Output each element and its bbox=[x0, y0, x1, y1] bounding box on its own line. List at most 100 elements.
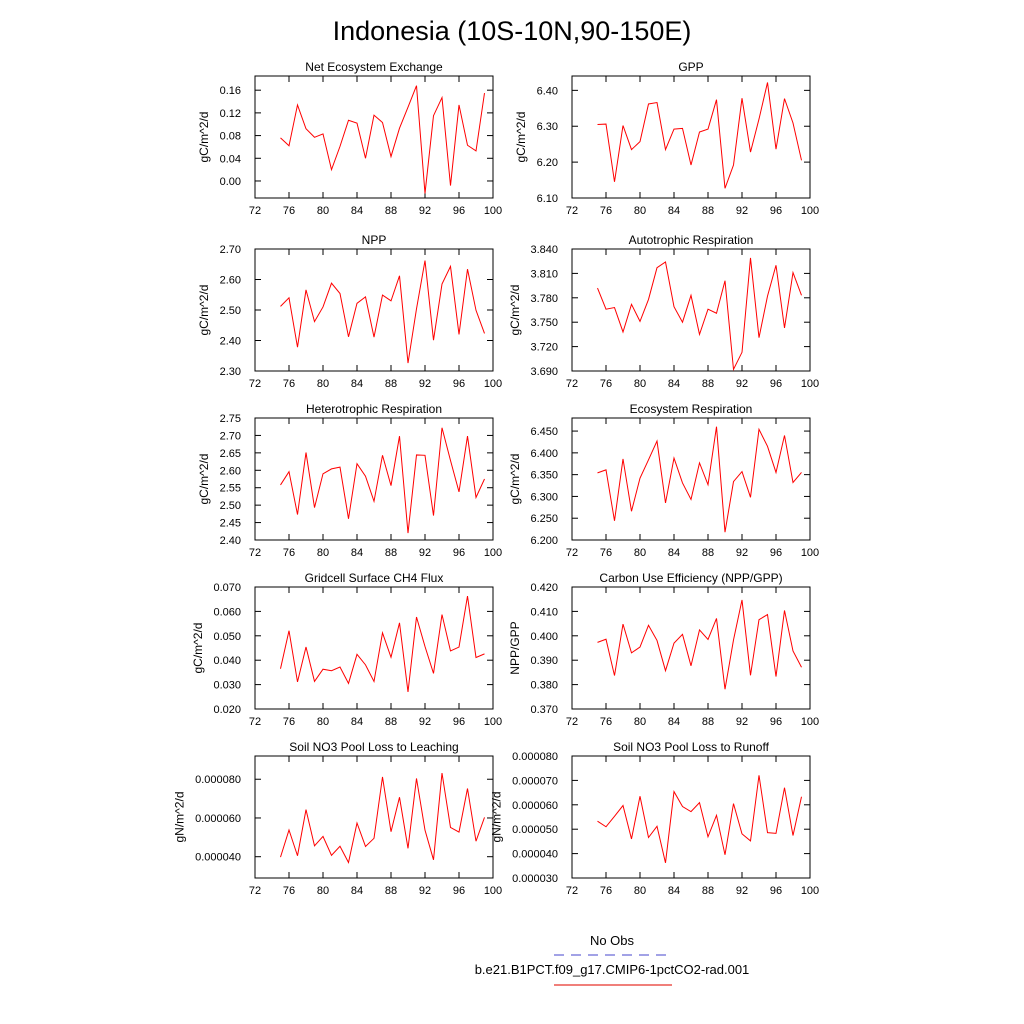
series-line bbox=[280, 85, 485, 194]
panel-title: Net Ecosystem Exchange bbox=[305, 60, 443, 74]
x-tick-label: 96 bbox=[770, 885, 782, 897]
x-tick-label: 84 bbox=[351, 885, 363, 897]
y-tick-label: 0.000060 bbox=[512, 800, 558, 812]
x-tick-label: 72 bbox=[249, 378, 261, 390]
x-tick-label: 84 bbox=[668, 205, 680, 217]
x-tick-label: 76 bbox=[600, 547, 612, 559]
x-tick-label: 72 bbox=[249, 547, 261, 559]
x-tick-label: 100 bbox=[484, 378, 502, 390]
y-tick-label: 2.45 bbox=[220, 518, 241, 530]
panel-gridcell-surface-ch4-flux: Gridcell Surface CH4 Flux 72 76 80 84 88 92 96 1… bbox=[191, 571, 502, 728]
y-tick-label: 6.350 bbox=[530, 470, 558, 482]
x-tick-label: 92 bbox=[736, 547, 748, 559]
y-tick-label: 0.400 bbox=[530, 631, 558, 643]
y-tick-label: 0.000040 bbox=[512, 849, 558, 861]
y-tick-label: 6.200 bbox=[530, 535, 558, 547]
x-tick-label: 96 bbox=[453, 205, 465, 217]
x-tick-label: 88 bbox=[702, 716, 714, 728]
x-tick-label: 84 bbox=[668, 885, 680, 897]
x-tick-label: 80 bbox=[317, 205, 329, 217]
y-tick-label: 3.810 bbox=[530, 268, 558, 280]
x-tick-label: 92 bbox=[736, 716, 748, 728]
panel-carbon-use-efficiency-npp-gpp: Carbon Use Efficiency (NPP/GPP) 72 76 80 84 8… bbox=[508, 571, 819, 728]
x-tick-label: 76 bbox=[600, 205, 612, 217]
panel-title: Soil NO3 Pool Loss to Leaching bbox=[289, 740, 458, 754]
y-axis-label: gC/m^2/d bbox=[508, 454, 522, 505]
panel-title: Carbon Use Efficiency (NPP/GPP) bbox=[599, 571, 782, 585]
x-tick-label: 84 bbox=[351, 205, 363, 217]
x-tick-label: 72 bbox=[249, 885, 261, 897]
series-line bbox=[280, 260, 485, 364]
x-tick-label: 76 bbox=[283, 716, 295, 728]
y-tick-label: 6.300 bbox=[530, 491, 558, 503]
y-tick-label: 6.20 bbox=[537, 157, 558, 169]
x-tick-label: 80 bbox=[634, 205, 646, 217]
x-tick-label: 80 bbox=[317, 885, 329, 897]
panel-soil-no3-pool-loss-to-leaching: Soil NO3 Pool Loss to Leaching 72 76 80 84 88… bbox=[172, 740, 502, 897]
figure-title: Indonesia (10S-10N,90-150E) bbox=[333, 16, 692, 46]
x-tick-label: 96 bbox=[770, 205, 782, 217]
y-tick-label: 6.450 bbox=[530, 426, 558, 438]
y-tick-label: 2.75 bbox=[220, 413, 241, 425]
x-tick-label: 76 bbox=[283, 885, 295, 897]
plot-frame bbox=[571, 75, 811, 199]
y-tick-label: 2.30 bbox=[220, 366, 241, 378]
y-axis-label: gC/m^2/d bbox=[514, 112, 528, 163]
x-tick-label: 76 bbox=[600, 716, 612, 728]
y-tick-label: 0.020 bbox=[213, 704, 241, 716]
x-tick-label: 100 bbox=[484, 716, 502, 728]
x-tick-label: 92 bbox=[419, 378, 431, 390]
y-tick-label: 2.50 bbox=[220, 500, 241, 512]
x-tick-label: 88 bbox=[385, 378, 397, 390]
plot-frame bbox=[571, 248, 811, 372]
panel-title: NPP bbox=[362, 233, 387, 247]
y-tick-label: 2.70 bbox=[220, 244, 241, 256]
x-tick-label: 100 bbox=[484, 205, 502, 217]
plot-frame bbox=[571, 586, 811, 710]
y-tick-label: 0.380 bbox=[530, 680, 558, 692]
panel-title: Heterotrophic Respiration bbox=[306, 402, 442, 416]
plot-frame bbox=[571, 755, 811, 879]
legend-label-model-run: b.e21.B1PCT.f09_g17.CMIP6-1pctCO2-rad.00… bbox=[475, 962, 750, 977]
panel-net-ecosystem-exchange: Net Ecosystem Exchange 72 76 80 84 88 92 96 100 0… bbox=[197, 60, 502, 217]
series-line bbox=[280, 772, 485, 864]
x-tick-label: 80 bbox=[317, 378, 329, 390]
plot-frame bbox=[571, 417, 811, 541]
x-tick-label: 100 bbox=[801, 205, 819, 217]
x-tick-label: 100 bbox=[484, 547, 502, 559]
x-tick-label: 84 bbox=[351, 378, 363, 390]
y-tick-label: 0.390 bbox=[530, 655, 558, 667]
y-tick-label: 0.000050 bbox=[512, 824, 558, 836]
x-tick-label: 80 bbox=[634, 885, 646, 897]
panel-title: Soil NO3 Pool Loss to Runoff bbox=[613, 740, 770, 754]
x-tick-label: 96 bbox=[770, 716, 782, 728]
x-tick-label: 96 bbox=[770, 378, 782, 390]
x-tick-label: 100 bbox=[801, 378, 819, 390]
y-tick-label: 0.000040 bbox=[195, 852, 241, 864]
x-tick-label: 80 bbox=[634, 378, 646, 390]
plot-frame bbox=[254, 755, 494, 879]
y-tick-label: 3.780 bbox=[530, 293, 558, 305]
series-line bbox=[280, 427, 485, 534]
x-tick-label: 96 bbox=[453, 547, 465, 559]
y-tick-label: 2.60 bbox=[220, 465, 241, 477]
y-tick-label: 2.65 bbox=[220, 448, 241, 460]
x-tick-label: 88 bbox=[702, 378, 714, 390]
y-tick-label: 0.410 bbox=[530, 606, 558, 618]
y-tick-label: 3.690 bbox=[530, 366, 558, 378]
x-tick-label: 76 bbox=[283, 547, 295, 559]
y-tick-label: 0.16 bbox=[220, 85, 241, 97]
y-tick-label: 0.04 bbox=[220, 153, 241, 165]
y-tick-label: 2.55 bbox=[220, 483, 241, 495]
y-tick-label: 6.30 bbox=[537, 121, 558, 133]
y-axis-label: NPP/GPP bbox=[508, 621, 522, 674]
x-tick-label: 72 bbox=[249, 205, 261, 217]
x-tick-label: 96 bbox=[453, 885, 465, 897]
y-tick-label: 2.40 bbox=[220, 336, 241, 348]
x-tick-label: 76 bbox=[600, 378, 612, 390]
panel-title: GPP bbox=[678, 60, 703, 74]
panel-soil-no3-pool-loss-to-runoff: Soil NO3 Pool Loss to Runoff 72 76 80 84 88 92… bbox=[489, 740, 819, 897]
y-tick-label: 0.060 bbox=[213, 606, 241, 618]
y-tick-label: 0.040 bbox=[213, 655, 241, 667]
legend: No Obs b.e21.B1PCT.f09_g17.CMIP6-1pctCO2… bbox=[475, 933, 750, 986]
